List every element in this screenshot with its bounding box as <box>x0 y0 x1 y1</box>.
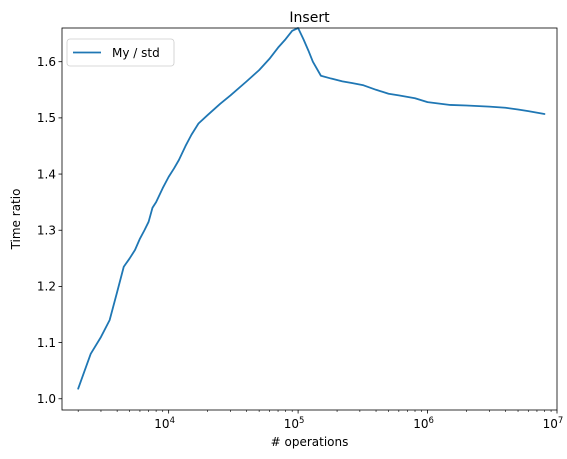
y-tick-label: 1.6 <box>37 55 56 69</box>
y-tick-label: 1.5 <box>37 111 56 125</box>
plot-area <box>62 28 557 410</box>
y-tick-label: 1.4 <box>37 167 56 181</box>
x-tick-base: 10 <box>543 417 558 431</box>
series-line <box>77 27 546 390</box>
x-tick-label: 105 <box>284 416 305 431</box>
y-axis-ticks: 1.0 1.1 1.2 1.3 1.4 1.5 1.6 <box>37 55 62 406</box>
x-tick-base: 10 <box>284 417 299 431</box>
legend-box <box>66 38 175 67</box>
y-tick-label: 1.0 <box>37 392 56 406</box>
x-tick-exponent: 4 <box>170 416 175 426</box>
x-tick-exponent: 5 <box>299 416 304 426</box>
x-tick-base: 10 <box>154 417 169 431</box>
x-tick-base: 10 <box>413 417 428 431</box>
series-layer <box>77 27 546 390</box>
legend-label: My / std <box>112 46 160 60</box>
x-tick-label: 104 <box>154 416 175 431</box>
y-axis-label: Time ratio <box>9 189 23 251</box>
y-tick-label: 1.3 <box>37 224 56 238</box>
y-tick-label: 1.2 <box>37 280 56 294</box>
x-axis-label: # operations <box>271 435 349 449</box>
x-tick-label: 107 <box>543 416 564 431</box>
x-tick-exponent: 6 <box>428 416 433 426</box>
x-tick-label: 106 <box>413 416 434 431</box>
x-tick-exponent: 7 <box>558 416 563 426</box>
legend: My / std <box>66 38 175 67</box>
x-axis-ticks: 104 105 106 107 <box>77 410 564 431</box>
chart-title: Insert <box>289 10 330 26</box>
y-tick-label: 1.1 <box>37 336 56 350</box>
plot-frame <box>61 27 558 411</box>
